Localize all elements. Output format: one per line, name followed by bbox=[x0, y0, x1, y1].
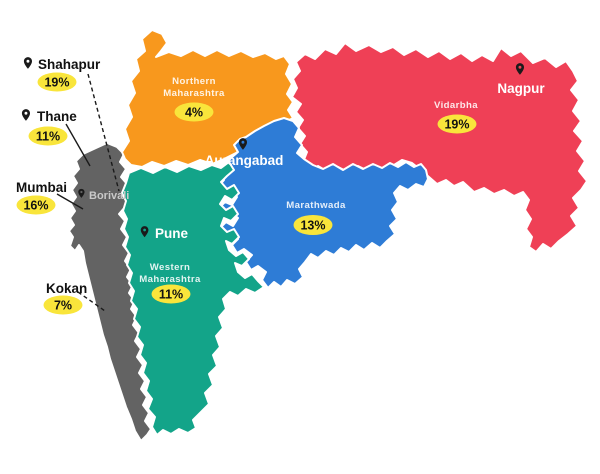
western-maharashtra-value: 11% bbox=[159, 288, 183, 302]
region-konkan bbox=[68, 142, 152, 442]
shahapur-pin-icon bbox=[23, 57, 33, 69]
kokan-label: Kokan bbox=[46, 281, 87, 296]
mumbai-value-badge bbox=[16, 195, 56, 215]
nagpur-label: Nagpur bbox=[497, 81, 545, 96]
northern-maharashtra-label-line2: Maharashtra bbox=[163, 88, 225, 99]
thane-pin-icon bbox=[21, 109, 31, 121]
mumbai-leader-line bbox=[56, 193, 84, 210]
northern-maharashtra-label-line1: Northern bbox=[172, 76, 216, 87]
region-western-maharashtra bbox=[121, 161, 265, 436]
vidarbha-value: 19% bbox=[444, 118, 469, 132]
mumbai-label: Mumbai bbox=[16, 180, 67, 195]
kokan-value-badge bbox=[43, 295, 83, 315]
thane-value: 11% bbox=[36, 130, 60, 144]
mumbai-value: 16% bbox=[23, 199, 48, 213]
marathwada-value: 13% bbox=[300, 219, 325, 233]
shahapur-value: 19% bbox=[44, 76, 69, 90]
vidarbha-value-badge bbox=[437, 114, 477, 134]
aurangabad-label: Aurangabad bbox=[205, 153, 284, 168]
shahapur-leader-line bbox=[87, 73, 120, 192]
shahapur-label: Shahapur bbox=[38, 57, 101, 72]
region-northern-maharashtra bbox=[121, 29, 294, 168]
marathwada-value-badge bbox=[293, 215, 333, 235]
western-maharashtra-label-line2: Maharashtra bbox=[139, 274, 201, 285]
northern-maharashtra-value: 4% bbox=[185, 106, 203, 120]
vidarbha-label: Vidarbha bbox=[434, 100, 478, 111]
shahapur-value-badge bbox=[37, 72, 77, 92]
kokan-value: 7% bbox=[54, 299, 72, 313]
western-maharashtra-label-line1: Western bbox=[150, 262, 190, 273]
marathwada-label: Marathwada bbox=[286, 200, 346, 211]
thane-value-badge bbox=[28, 126, 68, 146]
thane-label: Thane bbox=[37, 109, 77, 124]
pune-label: Pune bbox=[155, 226, 188, 241]
thane-leader-line bbox=[65, 123, 91, 167]
western-maharashtra-value-badge bbox=[151, 284, 191, 304]
borivali-label: Borivali bbox=[89, 190, 129, 202]
northern-maharashtra-value-badge bbox=[174, 102, 214, 122]
kokan-leader-line bbox=[77, 291, 106, 312]
